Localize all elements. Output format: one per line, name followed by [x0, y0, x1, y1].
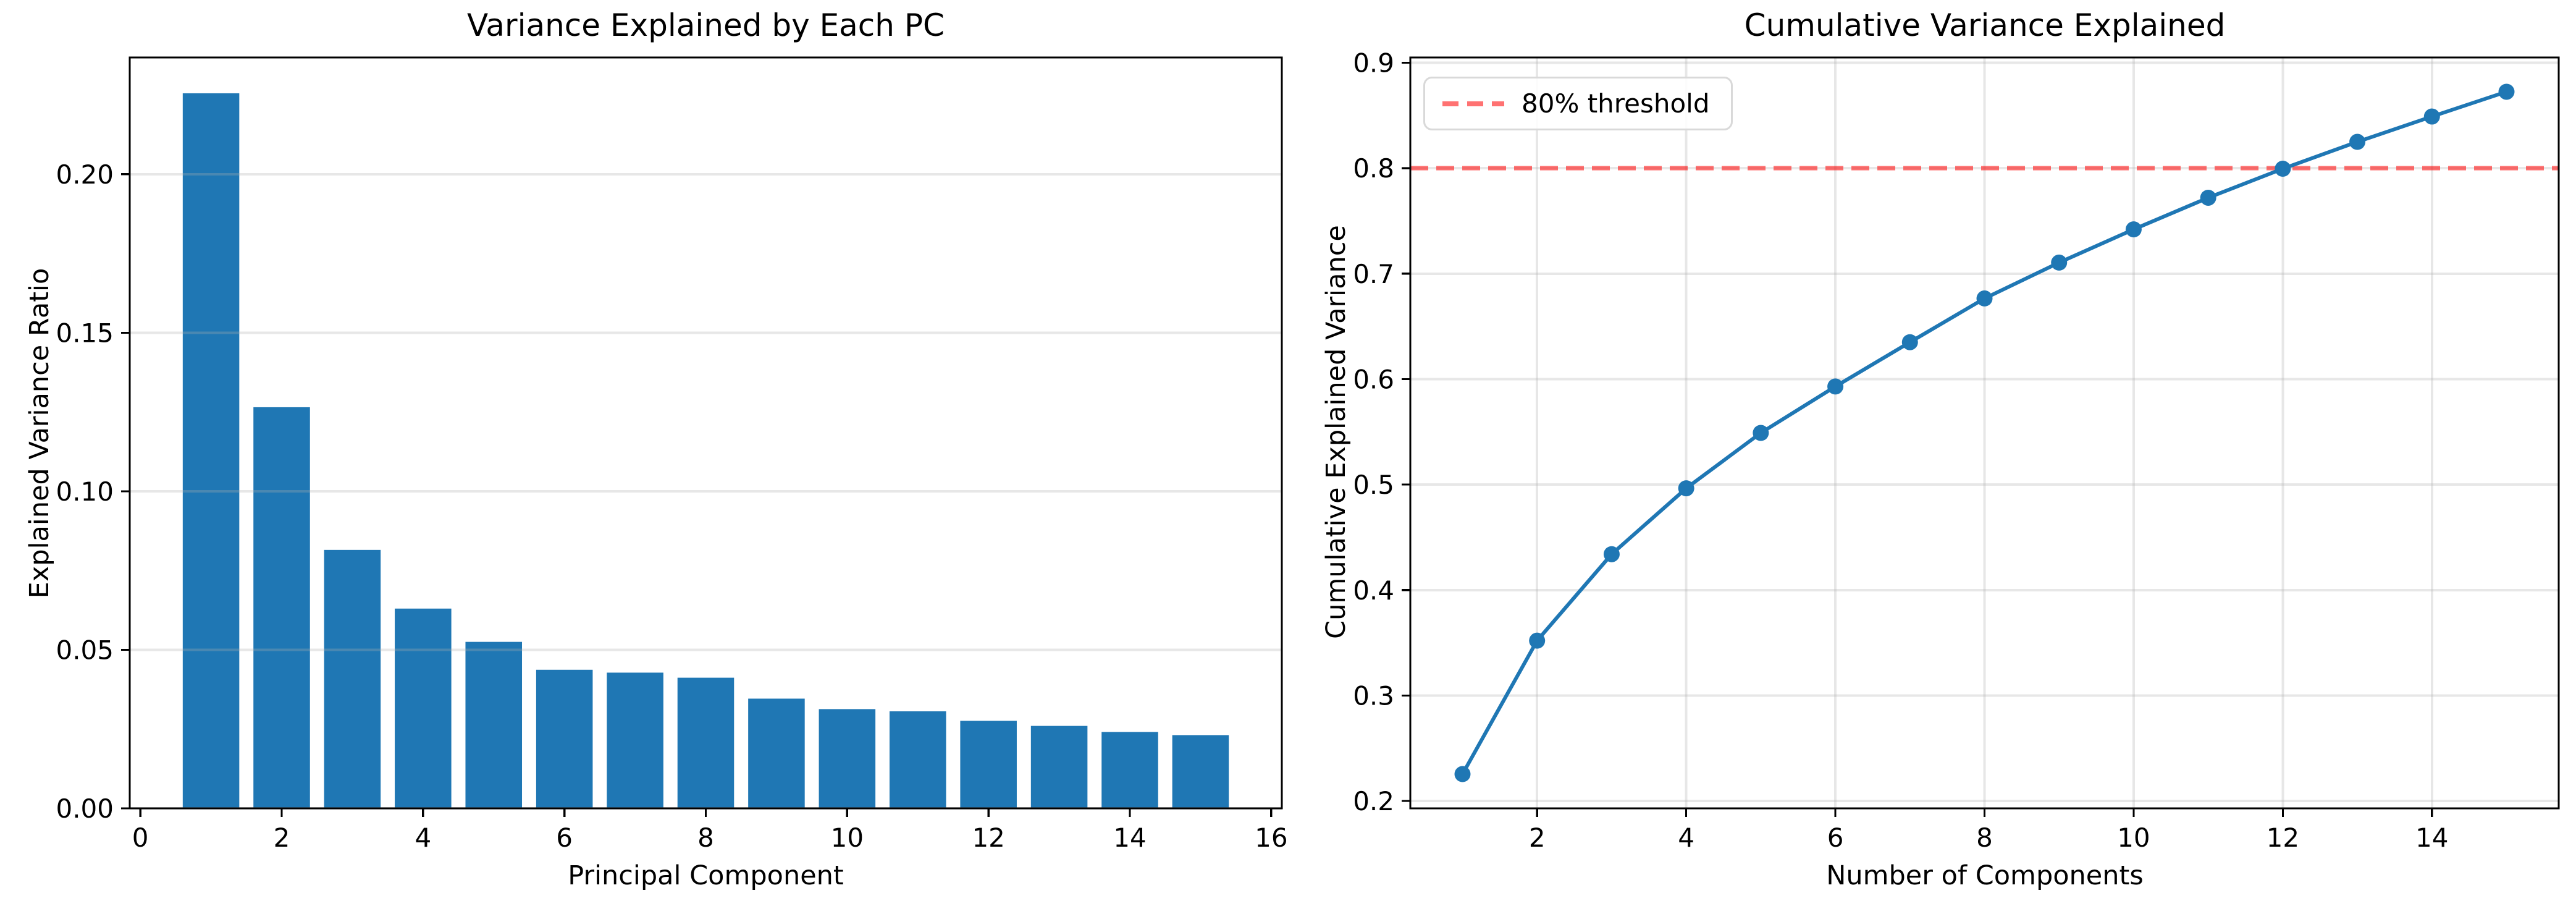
bar-pc3	[324, 549, 381, 808]
bar-pc4	[395, 608, 452, 808]
right-chart-xlabel: Number of Components	[1826, 860, 2144, 891]
y-tick-label: 0.8	[1353, 153, 1394, 184]
y-tick-label: 0.9	[1353, 48, 1394, 78]
x-tick-label: 6	[1827, 823, 1844, 853]
x-tick-label: 4	[1678, 823, 1694, 853]
y-tick-label: 0.15	[56, 318, 114, 348]
threshold-legend: 80% threshold	[1423, 77, 1733, 130]
y-tick-label: 0.6	[1353, 364, 1394, 394]
y-tick-label: 0.3	[1353, 680, 1394, 711]
marker-component-15	[2498, 83, 2515, 100]
bar-pc5	[465, 641, 523, 808]
right-chart-ylabel: Cumulative Explained Variance	[1321, 225, 1352, 639]
cumulative-markers	[1454, 83, 2515, 782]
threshold-legend-label: 80% threshold	[1522, 88, 1710, 119]
marker-component-4	[1678, 480, 1694, 497]
bar-pc2	[253, 407, 310, 808]
x-tick-label: 12	[2267, 823, 2299, 853]
y-tick-label: 0.2	[1353, 786, 1394, 816]
marker-component-9	[2051, 254, 2068, 271]
bar-pc7	[607, 672, 663, 808]
x-tick-label: 14	[2415, 823, 2448, 853]
marker-component-6	[1827, 378, 1844, 395]
marker-component-1	[1454, 766, 1471, 782]
bar-pc9	[748, 698, 805, 808]
right-chart-title: Cumulative Variance Explained	[1744, 7, 2226, 43]
bar-pc6	[536, 669, 593, 808]
x-tick-label: 14	[1113, 823, 1146, 853]
bar-pc14	[1101, 732, 1158, 808]
marker-component-5	[1753, 425, 1769, 441]
left-chart-ylabel: Explained Variance Ratio	[24, 268, 55, 599]
y-tick-label: 0.4	[1353, 575, 1394, 606]
x-tick-label: 6	[556, 823, 573, 853]
marker-component-7	[1901, 334, 1918, 350]
y-tick-label: 0.05	[56, 635, 114, 665]
x-tick-label: 4	[415, 823, 431, 853]
bar-pc8	[677, 677, 734, 808]
y-tick-label: 0.00	[56, 794, 114, 824]
bar-pc11	[889, 711, 946, 808]
marker-component-11	[2200, 189, 2216, 206]
x-tick-label: 10	[831, 823, 864, 853]
bar-pc15	[1172, 735, 1229, 808]
x-tick-label: 2	[1529, 823, 1546, 853]
y-tick-label: 0.20	[56, 159, 114, 190]
x-tick-label: 0	[132, 823, 149, 853]
x-tick-label: 12	[972, 823, 1004, 853]
marker-component-14	[2423, 108, 2440, 125]
x-tick-label: 10	[2117, 823, 2150, 853]
x-tick-label: 8	[697, 823, 714, 853]
marker-component-13	[2349, 133, 2366, 150]
y-tick-label: 0.7	[1353, 259, 1394, 289]
marker-component-2	[1529, 632, 1546, 649]
y-tick-label: 0.10	[56, 476, 114, 507]
x-tick-label: 16	[1255, 823, 1287, 853]
marker-component-12	[2275, 161, 2291, 177]
bar-pc1	[182, 93, 240, 809]
bar-pc12	[960, 721, 1017, 808]
y-tick-label: 0.5	[1353, 470, 1394, 500]
bar-pc10	[819, 709, 876, 808]
marker-component-10	[2125, 221, 2142, 238]
marker-component-3	[1603, 546, 1620, 562]
x-tick-label: 2	[274, 823, 290, 853]
x-tick-label: 8	[1976, 823, 1993, 853]
left-chart-title: Variance Explained by Each PC	[467, 7, 945, 43]
marker-component-8	[1976, 290, 1993, 307]
bar-series	[182, 93, 1229, 809]
bar-pc13	[1030, 726, 1088, 808]
threshold-line-swatch	[1442, 101, 1504, 106]
left-chart-xlabel: Principal Component	[568, 860, 844, 891]
